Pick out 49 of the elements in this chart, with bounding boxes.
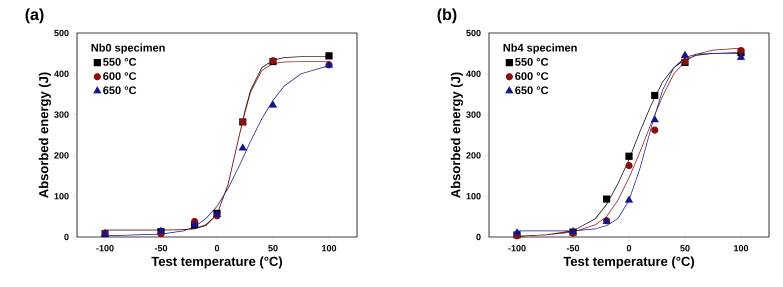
- x-tick-label: 0: [626, 244, 632, 252]
- x-axis-title: Test temperature (°C): [563, 256, 694, 269]
- y-tick-label: 100: [54, 193, 69, 200]
- y-tick-label: 200: [466, 152, 481, 159]
- x-tick-label: -50: [566, 244, 580, 252]
- y-tick-label: 500: [466, 30, 481, 36]
- legend-label: 650 °C: [103, 86, 136, 94]
- chart-title: (b): [438, 8, 456, 24]
- x-tick-label: 50: [680, 244, 690, 252]
- legend-label: 550 °C: [103, 58, 136, 66]
- legend-label: 550 °C: [515, 58, 548, 66]
- point: [737, 53, 745, 60]
- legend-title: Nb4 specimen: [504, 44, 577, 54]
- point: [650, 116, 659, 122]
- point: [651, 126, 658, 134]
- legend-label: 650 °C: [515, 86, 548, 94]
- x-tick-label: -50: [154, 244, 168, 252]
- x-tick-label: -100: [508, 244, 526, 252]
- y-tick-label: 300: [54, 111, 69, 118]
- y-tick-label: 0: [64, 234, 69, 240]
- x-tick-label: 50: [268, 244, 278, 252]
- point: [651, 92, 658, 100]
- point: [325, 52, 333, 60]
- y-tick-label: 400: [54, 70, 69, 77]
- y-axis-title: Absorbed energy (J): [450, 72, 463, 198]
- y-axis-title: Absorbed energy (J): [38, 72, 51, 198]
- x-tick-label: -100: [96, 244, 114, 252]
- y-tick-label: 100: [466, 193, 481, 200]
- point: [625, 152, 633, 160]
- point: [625, 162, 633, 170]
- y-tick-label: 400: [466, 70, 481, 77]
- y-tick-label: 200: [54, 152, 69, 159]
- y-tick-label: 0: [476, 234, 481, 240]
- point: [625, 196, 633, 203]
- legend-label: 600 °C: [515, 72, 548, 80]
- x-tick-label: 100: [322, 244, 336, 252]
- x-tick-label: 0: [214, 244, 220, 252]
- y-tick-label: 500: [54, 30, 69, 36]
- y-tick-label: 300: [466, 111, 481, 118]
- x-axis-title: Test temperature (°C): [151, 256, 282, 269]
- chart-title: (a): [26, 8, 44, 24]
- x-tick-label: 100: [734, 244, 748, 252]
- point: [603, 195, 610, 203]
- legend-label: 600 °C: [103, 72, 136, 80]
- point: [269, 100, 277, 108]
- legend-title: Nb0 specimen: [92, 44, 165, 54]
- point: [513, 228, 521, 236]
- point: [238, 144, 247, 150]
- point: [681, 51, 689, 58]
